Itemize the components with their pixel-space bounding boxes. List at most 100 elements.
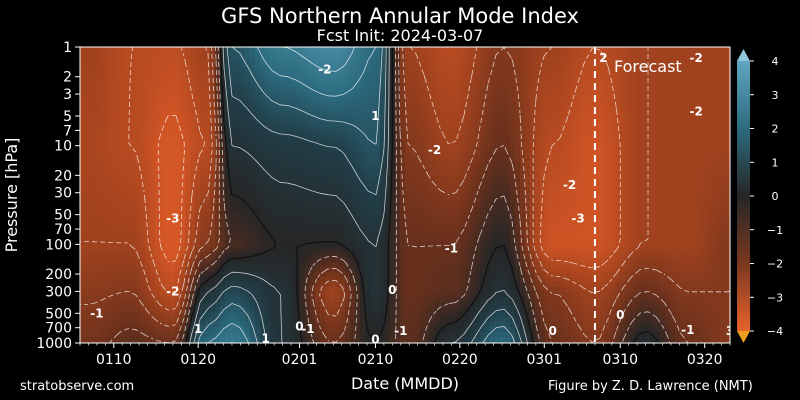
heat-cell <box>485 312 491 318</box>
heat-cell <box>180 77 186 83</box>
heat-cell <box>390 222 396 228</box>
heat-cell <box>435 157 441 163</box>
heat-cell <box>260 297 266 303</box>
heat-cell <box>395 197 401 203</box>
heat-cell <box>85 177 91 183</box>
heat-cell <box>365 232 371 238</box>
heat-cell <box>405 262 411 268</box>
heat-cell <box>200 337 206 343</box>
heat-cell <box>325 142 331 148</box>
heat-cell <box>130 232 136 238</box>
heat-cell <box>410 247 416 253</box>
heat-cell <box>115 222 121 228</box>
heat-cell <box>200 102 206 108</box>
heat-cell <box>195 197 201 203</box>
heat-cell <box>335 337 341 343</box>
heat-cell <box>435 127 441 133</box>
heat-cell <box>380 242 386 248</box>
heat-cell <box>335 47 341 53</box>
heat-cell <box>155 62 161 68</box>
heat-cell <box>200 267 206 273</box>
heat-cell <box>425 127 431 133</box>
heat-cell <box>95 232 101 238</box>
heat-cell <box>450 222 456 228</box>
heat-cell <box>455 222 461 228</box>
heat-cell <box>240 207 246 213</box>
heat-cell <box>235 117 241 123</box>
heat-cell <box>330 257 336 263</box>
heat-cell <box>360 177 366 183</box>
heat-cell <box>305 262 311 268</box>
heat-cell <box>345 227 351 233</box>
heat-cell <box>325 297 331 303</box>
heat-cell <box>115 162 121 168</box>
heat-cell <box>250 67 256 73</box>
heat-cell <box>255 192 261 198</box>
heat-cell <box>140 177 146 183</box>
heat-cell <box>250 182 256 188</box>
heat-cell <box>90 227 96 233</box>
heat-cell <box>140 312 146 318</box>
heat-cell <box>175 237 181 243</box>
heat-cell <box>485 327 491 333</box>
heat-cell <box>240 272 246 278</box>
heat-cell <box>250 232 256 238</box>
heat-cell <box>375 247 381 253</box>
heat-cell <box>280 127 286 133</box>
heat-cell <box>490 97 496 103</box>
heat-cell <box>220 192 226 198</box>
heat-cell <box>395 262 401 268</box>
heat-cell <box>220 112 226 118</box>
heat-cell <box>130 77 136 83</box>
heat-cell <box>475 282 481 288</box>
heat-cell <box>105 67 111 73</box>
heat-cell <box>175 292 181 298</box>
heat-cell <box>375 97 381 103</box>
heat-cell <box>125 147 131 153</box>
heat-cell <box>90 327 96 333</box>
heat-cell <box>210 107 216 113</box>
heat-cell <box>475 257 481 263</box>
heat-cell <box>145 272 151 278</box>
heat-cell <box>160 52 166 58</box>
heat-cell <box>475 152 481 158</box>
heat-cell <box>395 122 401 128</box>
heat-cell <box>440 202 446 208</box>
heat-cell <box>175 82 181 88</box>
heat-cell <box>270 112 276 118</box>
heat-cell <box>415 307 421 313</box>
heat-cell <box>175 57 181 63</box>
heat-cell <box>455 207 461 213</box>
heat-cell <box>325 307 331 313</box>
heat-cell <box>325 257 331 263</box>
heat-cell <box>225 337 231 343</box>
heat-cell <box>255 242 261 248</box>
heat-cell <box>480 82 486 88</box>
heat-cell <box>335 192 341 198</box>
heat-cell <box>120 92 126 98</box>
heat-cell <box>85 242 91 248</box>
heat-cell <box>285 327 291 333</box>
heat-cell <box>485 177 491 183</box>
heat-cell <box>415 67 421 73</box>
heat-cell <box>230 102 236 108</box>
heat-cell <box>165 267 171 273</box>
heat-cell <box>215 212 221 218</box>
heat-cell <box>480 257 486 263</box>
heat-cell <box>480 92 486 98</box>
heat-cell <box>220 332 226 338</box>
heat-cell <box>280 297 286 303</box>
heat-cell <box>310 172 316 178</box>
heat-cell <box>80 192 86 198</box>
heat-cell <box>435 222 441 228</box>
heat-cell <box>80 212 86 218</box>
heat-cell <box>160 302 166 308</box>
heat-cell <box>95 332 101 338</box>
heat-cell <box>175 167 181 173</box>
heat-cell <box>110 132 116 138</box>
heat-cell <box>355 97 361 103</box>
heat-cell <box>195 257 201 263</box>
heat-cell <box>155 167 161 173</box>
heat-cell <box>80 92 86 98</box>
heat-cell <box>125 157 131 163</box>
